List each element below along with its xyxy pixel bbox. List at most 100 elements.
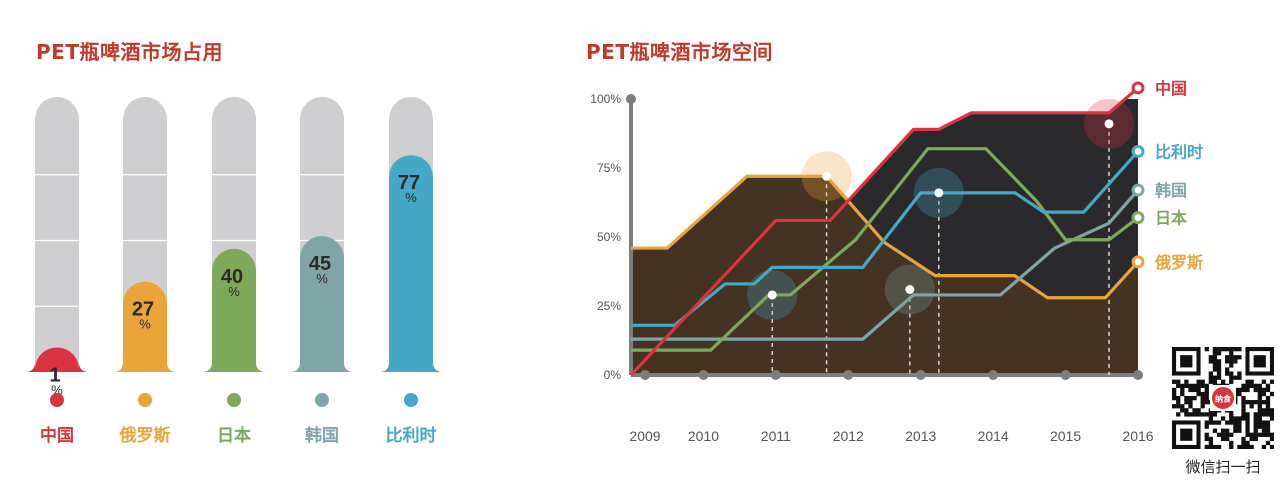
- qr-module: [1245, 444, 1250, 449]
- qr-module: [1176, 395, 1181, 401]
- qr-module: [1196, 408, 1201, 413]
- qr-module: [1261, 387, 1267, 393]
- qr-module: [1237, 355, 1242, 360]
- qr-module: [1257, 424, 1262, 429]
- qr-module: [1180, 391, 1185, 397]
- qr-module: [1212, 367, 1218, 372]
- qr-module: [1245, 412, 1250, 417]
- qr-module: [1216, 375, 1222, 380]
- qr-logo-text: 纳食: [1215, 394, 1232, 404]
- qr-module: [1172, 379, 1177, 384]
- bar: [25, 347, 89, 372]
- qr-module: [1245, 400, 1250, 405]
- qr-module: [1245, 440, 1250, 446]
- qr-module: [1237, 424, 1242, 429]
- qr-module: [1261, 391, 1267, 397]
- qr-module: [1212, 347, 1218, 352]
- legend-dot: [404, 393, 418, 407]
- series-end-marker: [1131, 211, 1145, 225]
- qr-module: [1225, 436, 1230, 442]
- russia-area-tint: [631, 176, 1138, 375]
- qr-module: [1204, 420, 1209, 425]
- qr-module: [1233, 420, 1238, 425]
- y-tick-label: 0%: [604, 368, 622, 382]
- qr-module: [1208, 379, 1213, 384]
- qr-module: [1216, 351, 1222, 356]
- bar-unit-label: %: [405, 190, 417, 205]
- series-line: [631, 150, 1140, 327]
- qr-module: [1188, 412, 1193, 417]
- qr-module: [1216, 371, 1222, 376]
- qr-module: [1265, 400, 1271, 405]
- qr-module: [1269, 432, 1274, 437]
- qr-module: [1241, 387, 1246, 393]
- qr-module: [1180, 383, 1185, 388]
- qr-module: [1188, 395, 1193, 401]
- qr-module: [1261, 424, 1267, 429]
- bar-track: [35, 97, 79, 372]
- x-tick-dot: [843, 370, 854, 380]
- qr-module: [1188, 383, 1193, 388]
- qr-module: [1233, 424, 1238, 429]
- qr-module: [1216, 367, 1222, 372]
- qr-module: [1241, 395, 1246, 401]
- qr-module: [1212, 412, 1218, 417]
- qr-module: [1253, 412, 1258, 417]
- qr-module: [1184, 383, 1189, 388]
- qr-module: [1241, 404, 1246, 409]
- qr-module: [1229, 347, 1234, 352]
- qr-module: [1265, 387, 1271, 393]
- qr-module: [1237, 387, 1242, 393]
- qr-module: [1237, 391, 1242, 397]
- qr-module: [1204, 432, 1209, 437]
- qr-module: [1208, 371, 1213, 376]
- qr-module: [1200, 395, 1205, 401]
- qr-module: [1225, 371, 1230, 376]
- qr-module: [1204, 444, 1209, 449]
- y-axis-cap: [626, 94, 636, 104]
- qr-module: [1269, 408, 1274, 413]
- qr-code: 纳食: [1172, 347, 1274, 449]
- qr-module: [1180, 408, 1185, 413]
- qr-module: [1196, 412, 1201, 417]
- x-tick-dot: [988, 370, 999, 380]
- qr-module: [1261, 444, 1267, 449]
- bar: [202, 248, 266, 372]
- qr-module: [1212, 444, 1218, 449]
- x-tick-label: 2012: [833, 428, 864, 444]
- qr-module: [1172, 387, 1177, 393]
- qr-module: [1269, 436, 1274, 442]
- qr-module: [1204, 400, 1209, 405]
- qr-module: [1253, 400, 1258, 405]
- highlight-point: [822, 171, 832, 181]
- qr-module: [1192, 408, 1197, 413]
- qr-module: [1176, 412, 1181, 417]
- qr-module: [1172, 391, 1177, 397]
- qr-module: [1196, 379, 1201, 384]
- qr-module: [1220, 436, 1226, 442]
- qr-module: [1196, 383, 1201, 388]
- y-tick-label: 75%: [597, 161, 621, 175]
- bar-value-label: 77: [398, 172, 420, 194]
- qr-module: [1200, 412, 1205, 417]
- qr-module: [1225, 432, 1230, 437]
- qr-module: [1241, 436, 1246, 442]
- qr-module: [1176, 404, 1181, 409]
- x-tick-label: 2014: [978, 428, 1009, 444]
- qr-module: [1229, 420, 1234, 425]
- qr-module: [1184, 408, 1189, 413]
- qr-module: [1204, 424, 1209, 429]
- qr-module: [1225, 420, 1230, 425]
- qr-module: [1216, 363, 1222, 368]
- highlight-point: [767, 290, 777, 300]
- qr-module: [1188, 400, 1193, 405]
- qr-module: [1229, 412, 1234, 417]
- qr-module: [1204, 391, 1209, 397]
- qr-module: [1229, 355, 1234, 360]
- qr-module: [1233, 416, 1238, 421]
- qr-module: [1241, 444, 1246, 449]
- qr-module: [1184, 379, 1189, 384]
- qr-module: [1257, 395, 1262, 401]
- qr-module: [1204, 395, 1209, 401]
